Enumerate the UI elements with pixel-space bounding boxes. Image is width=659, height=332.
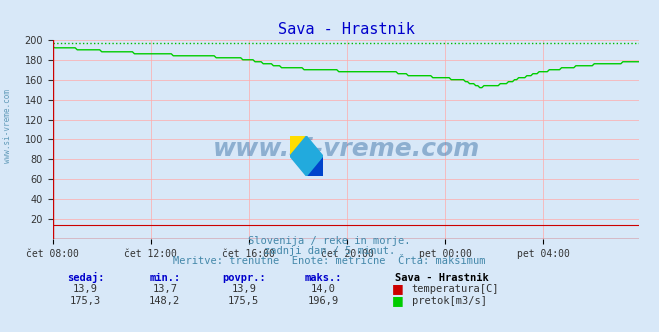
Text: povpr.:: povpr.:: [222, 273, 266, 283]
Text: 196,9: 196,9: [307, 296, 339, 306]
Text: www.si-vreme.com: www.si-vreme.com: [212, 137, 480, 161]
Text: www.si-vreme.com: www.si-vreme.com: [3, 89, 13, 163]
Text: sedaj:: sedaj:: [67, 272, 104, 283]
Text: 14,0: 14,0: [310, 284, 335, 294]
Text: pretok[m3/s]: pretok[m3/s]: [412, 296, 487, 306]
Text: min.:: min.:: [149, 273, 181, 283]
Text: ■: ■: [392, 294, 404, 307]
Polygon shape: [306, 156, 323, 176]
Text: zadnji dan / 5 minut.: zadnji dan / 5 minut.: [264, 246, 395, 256]
Text: 175,3: 175,3: [70, 296, 101, 306]
Text: Meritve: trenutne  Enote: metrične  Črta: maksimum: Meritve: trenutne Enote: metrične Črta: …: [173, 256, 486, 266]
Text: 148,2: 148,2: [149, 296, 181, 306]
Text: Sava - Hrastnik: Sava - Hrastnik: [395, 273, 489, 283]
Title: Sava - Hrastnik: Sava - Hrastnik: [277, 22, 415, 37]
Text: temperatura[C]: temperatura[C]: [412, 284, 500, 294]
Text: 13,9: 13,9: [73, 284, 98, 294]
Polygon shape: [290, 136, 306, 156]
Text: Slovenija / reke in morje.: Slovenija / reke in morje.: [248, 236, 411, 246]
Text: 175,5: 175,5: [228, 296, 260, 306]
Polygon shape: [290, 136, 323, 176]
Text: maks.:: maks.:: [304, 273, 341, 283]
Text: 13,9: 13,9: [231, 284, 256, 294]
Text: ■: ■: [392, 282, 404, 295]
Text: 13,7: 13,7: [152, 284, 177, 294]
